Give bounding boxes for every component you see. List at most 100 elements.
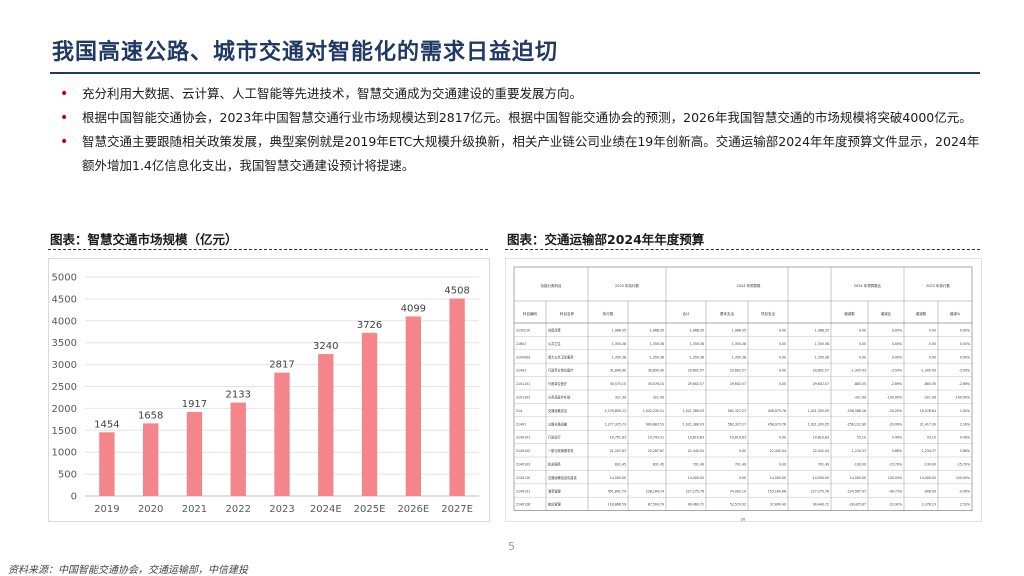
table-cell: 1,234.37 xyxy=(852,449,866,453)
table-cell: 74,092.10 xyxy=(730,489,746,493)
bullet-item: • 根据中国智能交通协会，2023年中国智慧交通行业市场规模达到2817亿元。根… xyxy=(60,106,980,130)
x-tick-label: 2026E xyxy=(397,504,429,515)
table-cell: -1,305.43 xyxy=(921,369,936,373)
table-subheader-cell: 执行数 xyxy=(603,311,614,316)
x-tick-label: 2021 xyxy=(182,504,207,515)
table-subheader-cell: 基本支出 xyxy=(720,311,734,316)
table-cell: -20.06% xyxy=(889,422,902,426)
table-cell: 321.99 xyxy=(615,396,626,400)
table-cell: 0.00% xyxy=(960,355,970,359)
table-cell: -3.50% xyxy=(959,369,970,373)
table-subheader-cell: 增减数 xyxy=(916,311,927,316)
table-cell: 1,021,388.03 xyxy=(683,422,704,426)
table-cell: 90,460.72 xyxy=(688,503,704,507)
table-cell: -256,222.90 xyxy=(847,422,866,426)
table-cell: 21,417.30 xyxy=(920,422,936,426)
table-cell: -321.99 xyxy=(854,396,866,400)
y-tick-label: 1500 xyxy=(52,426,77,437)
table-cell: 10,743.31 xyxy=(648,436,664,440)
table-cell: 2.16% xyxy=(960,422,970,426)
table-cell: 29,602.57 xyxy=(813,382,829,386)
y-tick-label: 2500 xyxy=(52,382,77,393)
table-cell: 0.00 xyxy=(779,382,786,386)
y-tick-label: 3500 xyxy=(52,338,77,349)
table-cell: 一般行政管理事务 xyxy=(548,448,574,453)
table-cell: 21401 xyxy=(516,369,526,373)
table-cell: 0.00 xyxy=(779,436,786,440)
y-tick-label: 0 xyxy=(71,492,77,503)
table-cell: 14,000.00 xyxy=(688,476,704,480)
table-cell: 5.88% xyxy=(892,449,902,453)
table-cell: -1,305.43 xyxy=(851,369,866,373)
right-figure-label: 图表：交通运输部2024年年度预算 xyxy=(507,232,705,247)
bullet-text: 充分利用大数据、云计算、人工智能等先进技术，智慧交通成为交通建设的重要发展方向。 xyxy=(82,86,583,101)
table-header-cell: 2023 年执行数 xyxy=(615,283,640,288)
table-cell: 0.00 xyxy=(859,342,866,346)
table-cell: 321.99 xyxy=(653,396,664,400)
table-cell: 19,078.84 xyxy=(920,409,936,413)
y-tick-label: 5000 xyxy=(52,273,77,284)
table-cell: 1,021,303.05 xyxy=(808,409,829,413)
page-number: 5 xyxy=(508,540,515,553)
table-cell: 公共卫生 xyxy=(548,341,562,346)
table-subheader-cell: 增减% xyxy=(950,311,961,316)
table-cell: 31,890.90 xyxy=(610,369,626,373)
table-cell: 10,810.83 xyxy=(730,436,746,440)
table-cell: 1,350.38 xyxy=(690,355,704,359)
x-tick-label: 2019 xyxy=(94,504,119,515)
table-cell: 0.00 xyxy=(859,355,866,359)
table-cell: 14,000.00 xyxy=(610,476,626,480)
table-header-cell: 2024 年预算数 xyxy=(736,283,761,288)
table-cell: 29,602.57 xyxy=(688,369,704,373)
x-tick-label: 2027E xyxy=(441,504,473,515)
table-cell: -23.92% xyxy=(889,503,902,507)
table-page-number: 20 xyxy=(741,518,745,521)
table-cell: 562,327.27 xyxy=(728,409,746,413)
table-subheader-cell: 项目支出 xyxy=(761,311,775,316)
table-cell: 21401 xyxy=(516,422,526,426)
table-cell: 0.00 xyxy=(929,342,936,346)
table-cell: 227,275.76 xyxy=(686,489,704,493)
bar xyxy=(405,316,421,496)
table-cell: 1,042,235.21 xyxy=(643,409,664,413)
table-cell: 52,570.32 xyxy=(730,503,746,507)
table-cell: 0.00 xyxy=(779,329,786,333)
table-cell: 100.00% xyxy=(888,476,902,480)
y-tick-label: 1000 xyxy=(52,448,77,459)
table-cell: 1,350.38 xyxy=(815,342,829,346)
table-cell: 2140131 xyxy=(516,489,530,493)
table-subheader-cell: 科目名称 xyxy=(560,311,574,316)
table-cell: 214 xyxy=(516,409,522,413)
table-cell: 22,442.04 xyxy=(770,449,786,453)
x-tick-label: 2022 xyxy=(225,504,250,515)
table-cell: 1,968.35 xyxy=(815,329,829,333)
title-divider xyxy=(50,72,980,74)
data-label: 1454 xyxy=(94,419,119,430)
table-cell: 2101103 xyxy=(516,396,530,400)
y-tick-label: 2000 xyxy=(52,404,77,415)
table-cell: 公务员医疗补助 xyxy=(548,395,570,400)
table-cell: 29,602.57 xyxy=(730,382,746,386)
table-cell: 0.00% xyxy=(960,342,970,346)
table-cell: 87,504.79 xyxy=(648,503,664,507)
table-cell: 0.00% xyxy=(960,329,970,333)
market-size-chart-svg: 0 500 1000 1500 2000 2500 3000 3500 4000 4500 5000… xyxy=(52,273,479,515)
bar xyxy=(99,432,115,496)
bullet-text: 根据中国智能交通协会，2023年中国智慧交通行业市场规模达到2817亿元。根据中… xyxy=(82,110,972,125)
table-cell: 机关服务 xyxy=(548,462,562,467)
table-cell: 21,207.67 xyxy=(610,449,626,453)
data-label: 3240 xyxy=(313,341,338,352)
table-cell: -258,588.16 xyxy=(847,409,866,413)
x-tick-label: 2020 xyxy=(138,504,163,515)
table-cell: 0.00 xyxy=(859,329,866,333)
table-cell: -15.70% xyxy=(889,463,902,467)
table-cell: 2140110 xyxy=(516,476,530,480)
table-cell: 22,442.04 xyxy=(813,449,829,453)
table-cell: 53.10 xyxy=(857,436,866,440)
data-label: 1658 xyxy=(138,410,163,421)
table-cell: 238,184.74 xyxy=(646,489,664,493)
table-cell: 701.49 xyxy=(818,463,829,467)
table-cell: 0.49% xyxy=(960,436,970,440)
table-cell: -130.00 xyxy=(924,463,936,467)
table-cell: 701.49 xyxy=(693,463,704,467)
